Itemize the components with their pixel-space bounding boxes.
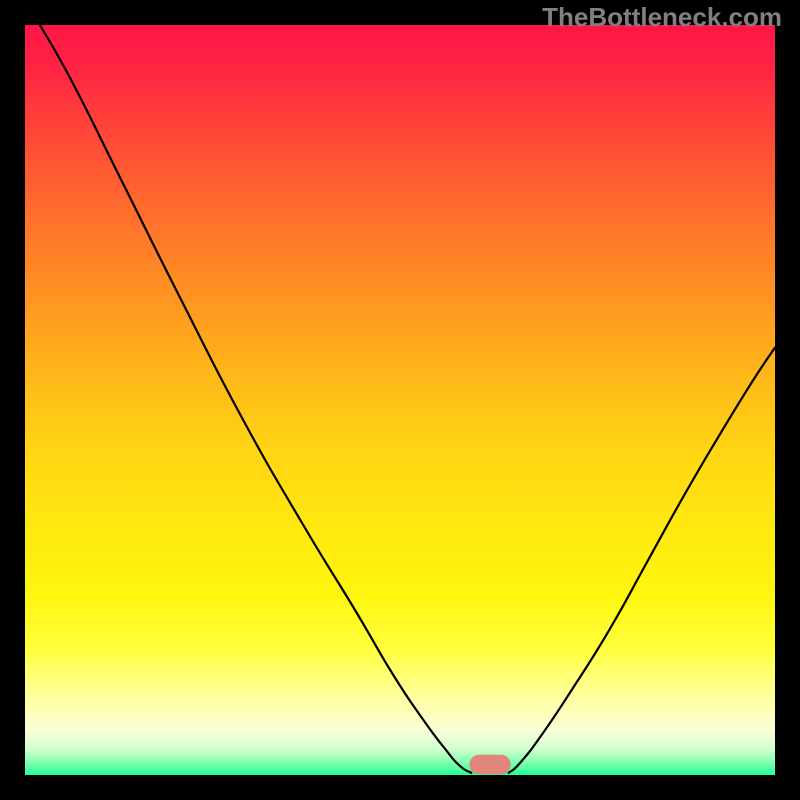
chart-container: TheBottleneck.com xyxy=(0,0,800,800)
watermark-text: TheBottleneck.com xyxy=(542,2,782,33)
optimal-marker xyxy=(469,755,510,775)
bottleneck-chart xyxy=(25,25,775,775)
